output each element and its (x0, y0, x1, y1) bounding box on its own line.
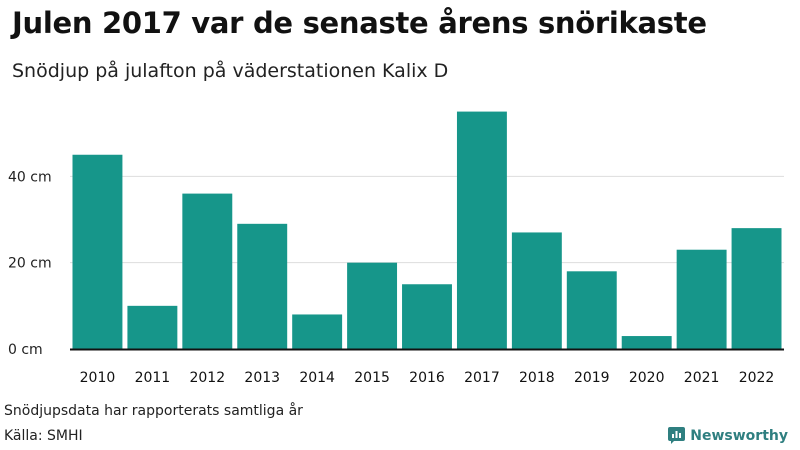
bar-2010 (72, 154, 123, 349)
x-tick-label: 2021 (684, 370, 720, 386)
x-tick-label: 2014 (299, 370, 335, 386)
x-tick-label: 2012 (189, 370, 225, 386)
bar-2021 (676, 249, 727, 349)
bar-2017 (456, 111, 507, 349)
bar-2012 (182, 193, 233, 349)
brand-logo[interactable]: Newsworthy (668, 427, 788, 444)
newsworthy-logo-icon (668, 427, 686, 444)
y-tick-label: 0 cm (8, 342, 43, 358)
x-tick-label: 2015 (354, 370, 390, 386)
bar-2020 (621, 336, 672, 349)
x-tick-label: 2017 (464, 370, 500, 386)
chart-subtitle: Snödjup på julafton på väderstationen Ka… (12, 60, 449, 82)
x-tick-label: 2018 (519, 370, 555, 386)
x-tick-label: 2010 (80, 370, 116, 386)
bar-2011 (127, 305, 178, 349)
x-tick-label: 2020 (629, 370, 665, 386)
bar-2018 (511, 232, 562, 349)
source-note: Källa: SMHI (4, 428, 83, 444)
bar-2019 (566, 271, 617, 349)
x-tick-label: 2019 (574, 370, 610, 386)
bar-2014 (292, 314, 343, 349)
x-tick-label: 2013 (244, 370, 280, 386)
chart-title: Julen 2017 var de senaste årens snörikas… (12, 6, 707, 40)
bar-2016 (402, 284, 452, 349)
bar-2015 (347, 262, 398, 349)
bar-2013 (237, 223, 288, 349)
brand-name: Newsworthy (690, 427, 788, 444)
y-tick-label: 20 cm (8, 256, 52, 272)
data-note: Snödjupsdata har rapporterats samtliga å… (4, 403, 303, 419)
bar-2022 (731, 228, 782, 349)
y-tick-label: 40 cm (8, 169, 52, 185)
x-tick-label: 2011 (135, 370, 171, 386)
x-tick-label: 2022 (739, 370, 775, 386)
x-tick-label: 2016 (409, 370, 445, 386)
